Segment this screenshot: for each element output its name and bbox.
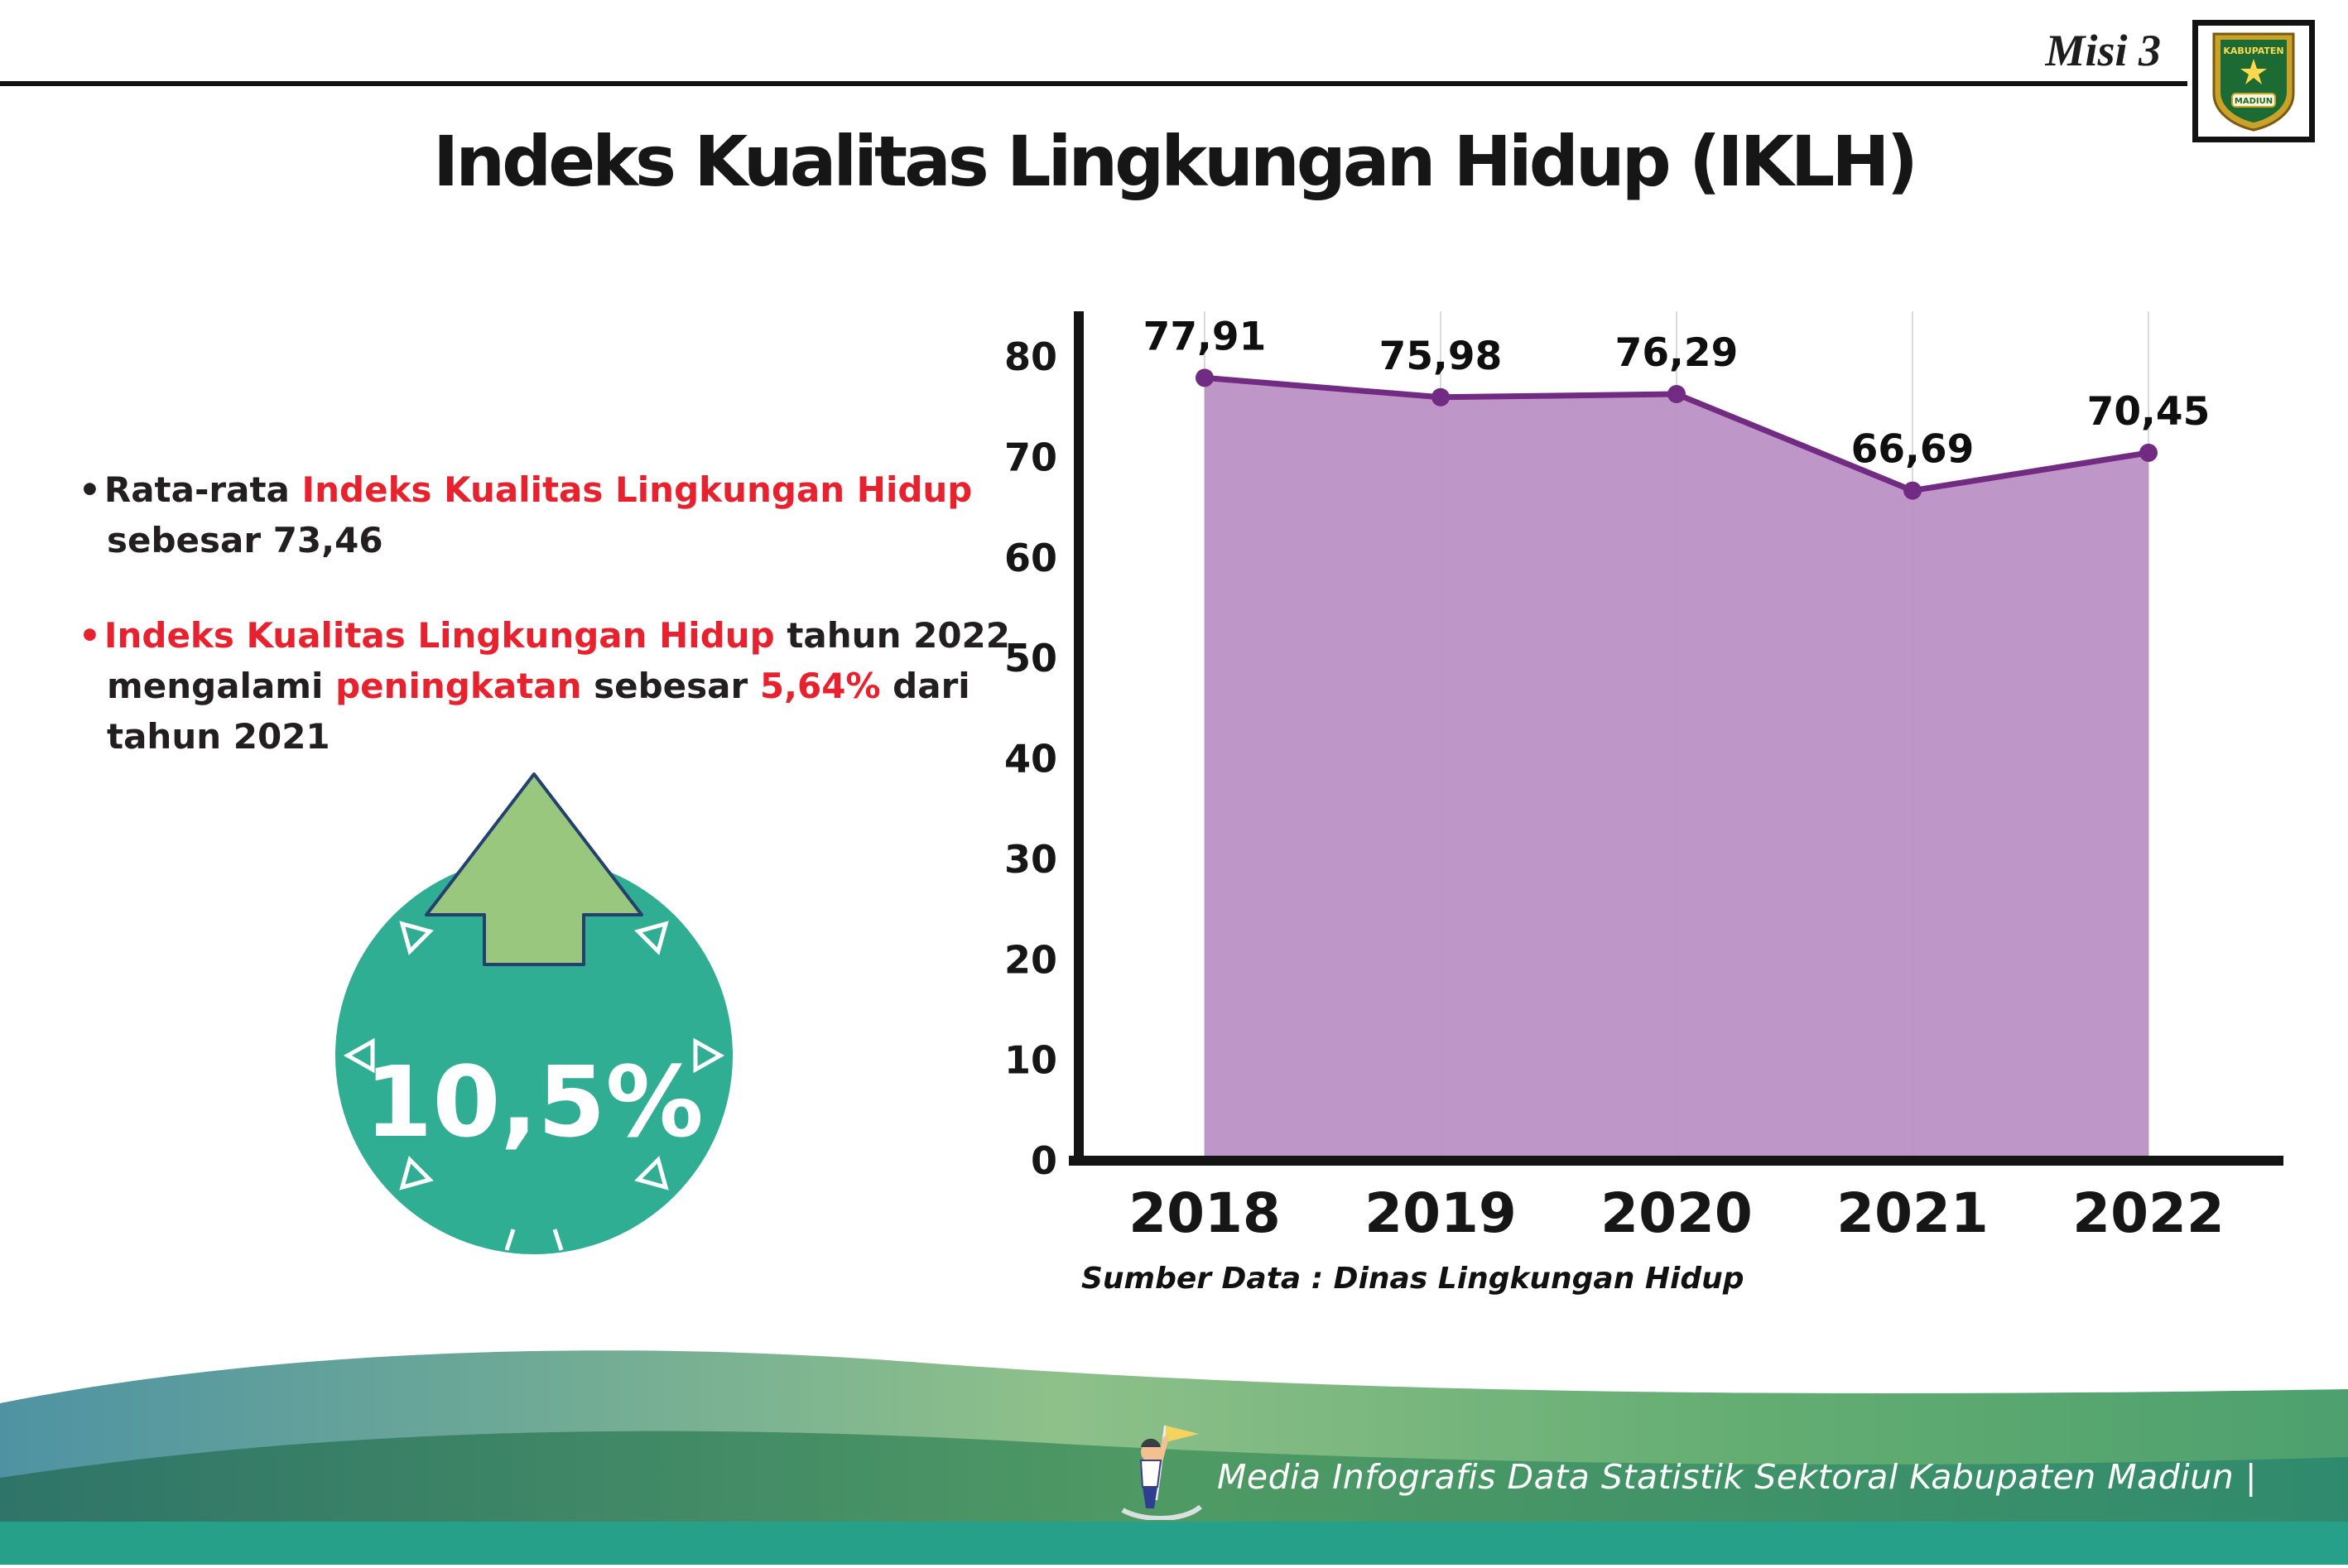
svg-text:10: 10 (1004, 1038, 1057, 1083)
iklh-area-chart-svg: 0 10 20 30 40 50 60 70 80 2018 2019 2020 2021 2022 77,… (1004, 311, 2283, 1245)
svg-text:50: 50 (1004, 636, 1057, 681)
badge-decoration (343, 921, 725, 1251)
logo-bottom-text: MADIUN (2235, 97, 2273, 106)
kabupaten-madiun-logo: KABUPATEN MADIUN (2192, 20, 2315, 142)
bullet-text-segment: Rata-rata (103, 469, 302, 510)
bullet-text-segment: dari tahun 2021 (107, 665, 970, 757)
svg-text:2018: 2018 (1128, 1181, 1281, 1245)
svg-text:2020: 2020 (1600, 1181, 1753, 1245)
header-rule (0, 81, 2187, 86)
bullet-text-segment: peningkatan (335, 665, 582, 706)
svg-text:70: 70 (1004, 435, 1057, 479)
svg-text:40: 40 (1004, 737, 1057, 782)
bullet-text-segment: Indeks Kualitas Lingkungan Hidup (301, 469, 973, 510)
bullet-text-segment: sebesar 73,46 (107, 519, 383, 560)
bullet-item: •Rata-rata Indeks Kualitas Lingkungan Hi… (79, 465, 1031, 566)
svg-text:2019: 2019 (1364, 1181, 1517, 1245)
source-label: Sumber Data : Dinas Lingkungan Hidup (1081, 1262, 1744, 1296)
bullet-text-segment: tahun 2022 mengalami (107, 614, 1010, 706)
bullet-dot: • (79, 469, 101, 510)
bullet-text-segment: Indeks Kualitas Lingkungan Hidup (103, 614, 775, 656)
badge-value: 10,5% (364, 1045, 703, 1159)
bullet-dot: • (79, 614, 101, 656)
svg-text:2022: 2022 (2072, 1181, 2225, 1245)
increase-arrow-icon (425, 772, 643, 966)
svg-text:20: 20 (1004, 937, 1057, 982)
kabupaten-madiun-crest-icon: KABUPATEN MADIUN (2212, 32, 2295, 132)
footer-caption: Media Infografis Data Statistik Sektoral… (1217, 1457, 2258, 1497)
footer-wave (0, 1325, 2348, 1565)
bullet-text-segment: 5,64% (759, 665, 881, 706)
svg-text:77,91: 77,91 (1143, 314, 1267, 359)
svg-text:80: 80 (1004, 334, 1057, 379)
bullet-list: •Rata-rata Indeks Kualitas Lingkungan Hi… (79, 465, 1031, 806)
mascot-icon (1121, 1425, 1203, 1520)
svg-text:0: 0 (1031, 1138, 1057, 1183)
svg-text:60: 60 (1004, 536, 1057, 580)
footer-wave-svg (0, 1350, 2348, 1565)
increase-badge: 10,5% (273, 762, 803, 1283)
bullet-text-segment: sebesar (581, 665, 760, 706)
svg-text:30: 30 (1004, 837, 1057, 882)
badge-circle (335, 857, 733, 1254)
page-title: Indeks Kualitas Lingkungan Hidup (IKLH) (433, 121, 1918, 202)
bullet-item: •Indeks Kualitas Lingkungan Hidup tahun … (79, 611, 1031, 762)
svg-text:66,69: 66,69 (1851, 427, 1975, 473)
misi-label: Misi 3 (2045, 26, 2161, 75)
svg-text:75,98: 75,98 (1379, 334, 1503, 379)
svg-text:2021: 2021 (1836, 1181, 1989, 1245)
logo-top-text: KABUPATEN (2223, 46, 2283, 56)
svg-text:70,45: 70,45 (2087, 389, 2211, 435)
svg-text:76,29: 76,29 (1615, 330, 1739, 376)
iklh-chart: 0 10 20 30 40 50 60 70 80 2018 2019 2020 2021 2022 77,… (952, 273, 2348, 1267)
